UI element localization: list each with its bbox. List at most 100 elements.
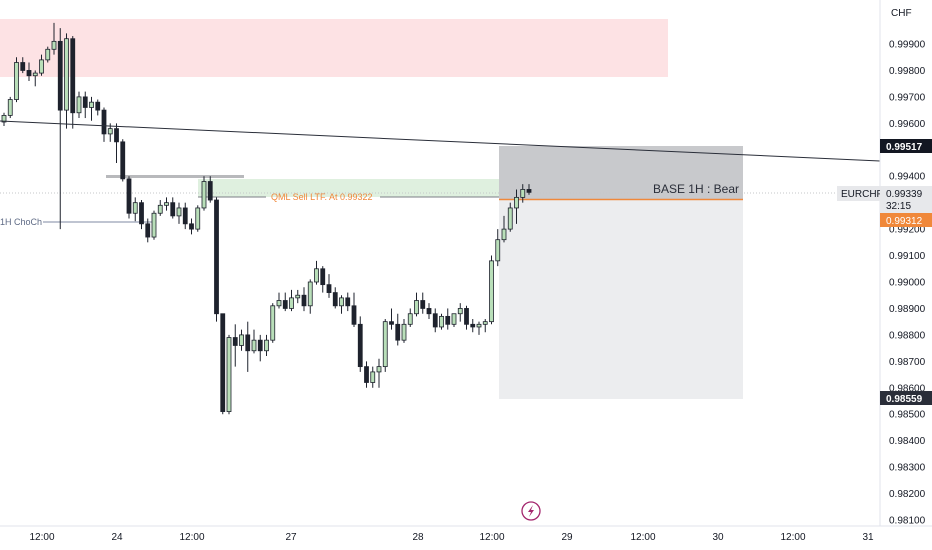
candle-bearish xyxy=(301,294,307,307)
candle-bearish xyxy=(526,189,532,193)
candle-bearish xyxy=(120,141,126,180)
candle-bullish xyxy=(76,96,82,114)
candle-bullish xyxy=(489,260,494,323)
candle-bullish xyxy=(1,115,7,123)
candle-bullish xyxy=(307,281,313,307)
price-tick-label: 0.99100 xyxy=(889,251,926,262)
candle-bullish xyxy=(414,300,419,315)
candle-bearish xyxy=(389,321,394,325)
choch-label: 1H ChoCh xyxy=(0,217,42,227)
symbol-badge xyxy=(837,186,880,201)
candle-bearish xyxy=(126,178,132,214)
candle-bullish xyxy=(39,59,44,74)
price-tick-label: 0.98400 xyxy=(889,436,926,447)
candle-bullish xyxy=(376,366,382,373)
candle-bearish xyxy=(220,313,226,412)
price-tick-label: 0.98100 xyxy=(889,516,926,527)
price-tick-label: 0.98700 xyxy=(889,357,926,368)
symbol-label: EURCHF xyxy=(841,189,883,200)
candle-bearish xyxy=(257,339,263,352)
candle-bearish xyxy=(20,62,26,71)
candle-bullish xyxy=(514,196,519,209)
qml-label: QML Sell LTF. At 0.99322 xyxy=(271,192,373,202)
candle-bearish xyxy=(114,128,119,143)
candle-bullish xyxy=(45,48,51,61)
trendline-badge xyxy=(880,139,932,153)
candle-bearish xyxy=(326,284,332,293)
price-tick-label: 0.99000 xyxy=(889,278,926,289)
candle-bullish xyxy=(507,207,513,230)
zone-low-badge xyxy=(880,213,932,227)
price-tick-label: 0.99800 xyxy=(889,66,926,77)
candle-bullish xyxy=(195,207,201,230)
candle-bullish xyxy=(457,308,463,315)
candle-bullish xyxy=(495,239,501,262)
price-tick-label: 0.98600 xyxy=(889,383,926,394)
candle-bullish xyxy=(501,228,507,241)
candle-bullish xyxy=(226,337,232,412)
candle-bearish xyxy=(320,268,326,286)
candle-bullish xyxy=(520,189,526,198)
candle-bullish xyxy=(451,313,457,325)
price-tick-label: 0.98300 xyxy=(889,463,926,474)
supply-zone xyxy=(0,19,668,77)
candle-bearish xyxy=(145,223,151,238)
candle-bearish xyxy=(364,366,369,383)
price-tick-label: 0.99200 xyxy=(889,225,926,236)
currency-label: CHF xyxy=(891,8,912,19)
candle-bearish xyxy=(395,323,401,341)
candle-bearish xyxy=(432,313,438,328)
trendline xyxy=(0,120,881,162)
candle-bearish xyxy=(282,300,288,309)
candle-bullish xyxy=(176,207,182,217)
candle-bearish xyxy=(95,101,101,111)
candle-bearish xyxy=(214,199,219,315)
candle-bullish xyxy=(270,305,276,341)
candle-bullish xyxy=(407,313,413,325)
price-tick-label: 0.99900 xyxy=(889,40,926,51)
time-tick-label: 12:00 xyxy=(479,532,504,543)
time-tick-label: 12:00 xyxy=(630,532,655,543)
candle-bullish xyxy=(339,297,344,307)
time-tick-label: 12:00 xyxy=(780,532,805,543)
candle-bullish xyxy=(289,297,294,309)
candle-bearish xyxy=(70,38,76,114)
candle-bullish xyxy=(476,323,482,328)
candle-bearish xyxy=(345,297,351,307)
price-tick-label: 0.98900 xyxy=(889,304,926,315)
candle-bullish xyxy=(382,321,388,368)
price-tick-label: 0.98500 xyxy=(889,410,926,421)
time-tick-label: 31 xyxy=(862,532,874,543)
price-axis[interactable]: 0.99900 0.99800 0.99700 0.99600 0.99400 0.992… xyxy=(889,40,926,527)
candle-bullish xyxy=(151,212,157,238)
candle-bullish xyxy=(482,321,488,325)
candle-bullish xyxy=(132,202,138,214)
current-price-label: 0.99339 xyxy=(886,189,923,200)
target-price-label: 0.98559 xyxy=(886,394,923,405)
zone-low-label: 0.99312 xyxy=(886,216,923,227)
price-tick-label: 0.99700 xyxy=(889,92,926,103)
candle-bearish xyxy=(420,300,426,309)
price-tick-label: 0.99600 xyxy=(889,119,926,130)
price-tick-label: 0.98200 xyxy=(889,489,926,500)
candle-bullish xyxy=(439,315,444,328)
candle-bearish xyxy=(57,40,63,111)
candle-bullish xyxy=(370,371,376,383)
candle-bearish xyxy=(26,70,32,77)
candles xyxy=(1,22,532,415)
candle-bullish xyxy=(157,204,163,214)
candle-bearish xyxy=(170,202,176,217)
target-badge xyxy=(880,391,932,405)
candle-bullish xyxy=(51,40,57,50)
candle-bearish xyxy=(464,308,469,325)
trendline-price-label: 0.99517 xyxy=(886,142,923,153)
time-tick-label: 27 xyxy=(285,532,297,543)
candle-bearish xyxy=(207,181,213,201)
candle-bearish xyxy=(101,109,107,135)
time-axis[interactable]: 12:00 24 12:00 27 28 12:00 29 12:00 30 12:00 31 xyxy=(29,532,874,543)
price-tick-label: 0.98800 xyxy=(889,330,926,341)
candle-bearish xyxy=(139,202,144,225)
lightning-icon[interactable] xyxy=(521,501,541,521)
base-zone-bottom xyxy=(499,199,743,399)
